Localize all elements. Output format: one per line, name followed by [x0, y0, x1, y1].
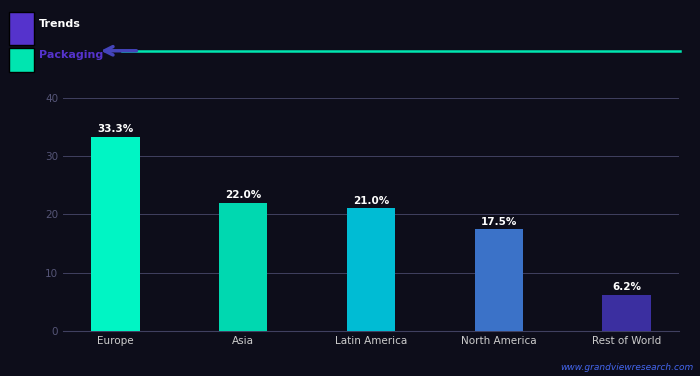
Bar	[346, 208, 395, 331]
FancyBboxPatch shape	[9, 48, 34, 72]
Text: Trends: Trends	[39, 20, 80, 29]
Bar	[603, 295, 651, 331]
Text: 33.3%: 33.3%	[97, 124, 134, 135]
Bar	[91, 137, 139, 331]
Text: Packaging: Packaging	[39, 50, 103, 60]
FancyBboxPatch shape	[9, 12, 34, 45]
Text: 22.0%: 22.0%	[225, 190, 261, 200]
Bar	[219, 203, 267, 331]
Bar	[475, 229, 523, 331]
Text: 21.0%: 21.0%	[353, 196, 389, 206]
Text: 6.2%: 6.2%	[612, 282, 641, 293]
Text: 17.5%: 17.5%	[481, 217, 517, 227]
Text: www.grandviewresearch.com: www.grandviewresearch.com	[560, 363, 693, 372]
